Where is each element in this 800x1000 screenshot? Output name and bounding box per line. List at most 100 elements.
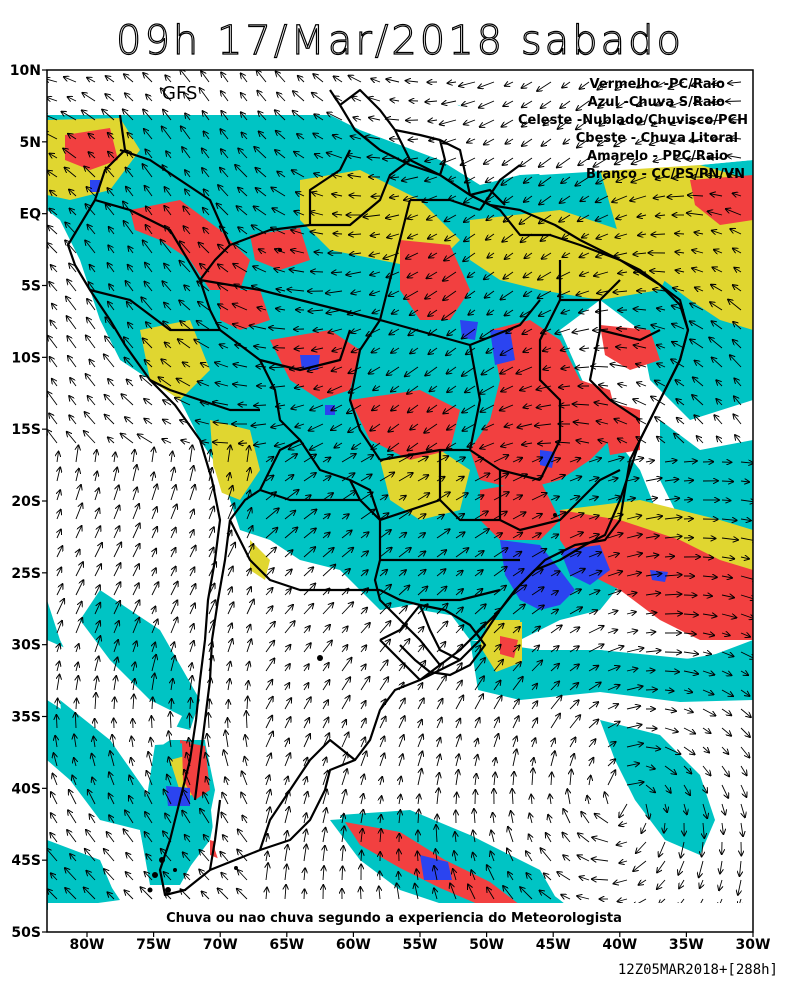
wind-arrow bbox=[106, 205, 115, 216]
wind-arrow bbox=[410, 347, 419, 353]
wind-arrow bbox=[728, 82, 742, 83]
wind-arrow bbox=[733, 285, 742, 292]
wind-arrow bbox=[436, 456, 448, 463]
wind-arrow bbox=[626, 478, 639, 481]
wind-arrow bbox=[390, 100, 400, 101]
wind-arrow bbox=[522, 119, 533, 127]
wind-arrow bbox=[617, 100, 628, 108]
wind-arrow bbox=[108, 263, 115, 273]
wind-arrow bbox=[87, 187, 96, 197]
wind-arrow bbox=[114, 453, 115, 463]
wind-arrow bbox=[258, 111, 267, 121]
wind-arrow bbox=[428, 309, 438, 316]
wind-arrow bbox=[90, 265, 96, 273]
wind-arrow bbox=[428, 120, 438, 121]
wind-arrow bbox=[462, 100, 476, 105]
wind-arrow bbox=[126, 168, 134, 178]
wind-arrow bbox=[293, 111, 305, 121]
wind-arrow bbox=[209, 450, 211, 463]
wind-arrow bbox=[121, 434, 134, 444]
wind-arrow bbox=[409, 139, 419, 140]
wind-arrow bbox=[242, 133, 248, 140]
wind-arrow bbox=[573, 329, 590, 332]
wind-arrow bbox=[693, 377, 704, 387]
wind-arrow bbox=[645, 460, 654, 462]
wind-arrow bbox=[464, 214, 476, 222]
wind-arrow bbox=[402, 176, 419, 181]
wind-arrow bbox=[721, 500, 730, 501]
wind-arrow bbox=[443, 271, 457, 281]
wind-arrow bbox=[170, 485, 176, 501]
wind-arrow bbox=[124, 358, 134, 368]
wind-arrow bbox=[182, 147, 191, 159]
wind-arrow bbox=[313, 134, 324, 140]
wind-arrow bbox=[651, 397, 666, 406]
wind-arrow bbox=[218, 284, 229, 292]
wind-arrow bbox=[276, 131, 286, 140]
wind-arrow bbox=[234, 244, 248, 254]
wind-arrow bbox=[578, 214, 590, 221]
wind-arrow bbox=[734, 379, 742, 387]
wind-arrow bbox=[151, 507, 157, 520]
wind-arrow bbox=[312, 93, 324, 102]
wind-arrow bbox=[651, 234, 666, 235]
wind-arrow bbox=[238, 227, 248, 235]
wind-arrow bbox=[163, 321, 172, 330]
wind-arrow bbox=[51, 265, 58, 273]
wind-arrow bbox=[360, 455, 373, 463]
wind-arrow bbox=[145, 150, 153, 159]
wind-arrow bbox=[538, 290, 552, 298]
wind-arrow bbox=[733, 414, 742, 425]
wind-arrow bbox=[734, 268, 742, 272]
wind-arrow bbox=[596, 310, 609, 312]
wind-arrow bbox=[228, 700, 229, 710]
wind-arrow bbox=[332, 272, 343, 273]
wind-arrow bbox=[596, 176, 609, 184]
wind-arrow bbox=[220, 168, 229, 178]
wind-arrow bbox=[145, 282, 153, 292]
wind-arrow bbox=[388, 423, 400, 432]
wind-arrow bbox=[291, 250, 305, 253]
lon-label: 70W bbox=[203, 937, 238, 953]
wind-arrow bbox=[127, 380, 134, 387]
wind-arrow bbox=[580, 272, 590, 276]
wind-arrow bbox=[75, 485, 81, 501]
lat-label: 50S bbox=[11, 925, 41, 941]
wind-arrow bbox=[652, 119, 666, 126]
wind-arrow bbox=[637, 81, 647, 88]
wind-arrow bbox=[57, 510, 61, 520]
wind-arrow bbox=[562, 234, 571, 239]
wind-arrow bbox=[84, 431, 96, 444]
wind-arrow bbox=[312, 192, 324, 196]
wind-arrow bbox=[284, 475, 293, 482]
wind-arrow bbox=[105, 336, 115, 349]
wind-arrow bbox=[143, 164, 153, 178]
wind-arrow bbox=[185, 170, 190, 178]
wind-arrow bbox=[87, 299, 96, 311]
wind-arrow bbox=[128, 133, 134, 140]
wind-arrow bbox=[85, 412, 96, 425]
wind-arrow bbox=[694, 415, 704, 425]
legend-item-white: Branco - CC/PS/PN/VN bbox=[586, 167, 745, 182]
wind-arrow bbox=[162, 127, 172, 140]
wind-arrow bbox=[576, 290, 590, 295]
wind-arrow bbox=[654, 158, 666, 162]
wind-arrow bbox=[733, 322, 742, 330]
wind-arrow bbox=[128, 247, 133, 254]
wind-arrow bbox=[559, 386, 571, 387]
wind-arrow bbox=[341, 491, 356, 501]
wind-arrow bbox=[443, 290, 457, 300]
wind-arrow bbox=[574, 422, 590, 424]
wind-arrow bbox=[657, 437, 666, 444]
wind-arrow bbox=[486, 233, 495, 240]
wind-arrow bbox=[163, 110, 172, 121]
wind-arrow bbox=[560, 195, 571, 203]
wind-arrow bbox=[86, 336, 96, 349]
wind-arrow bbox=[429, 253, 438, 258]
wind-arrow bbox=[520, 157, 533, 166]
wind-arrow bbox=[208, 507, 214, 520]
wind-arrow bbox=[109, 227, 115, 235]
wind-arrow bbox=[180, 261, 191, 273]
wind-arrow bbox=[177, 379, 191, 387]
wind-arrow bbox=[233, 324, 248, 330]
